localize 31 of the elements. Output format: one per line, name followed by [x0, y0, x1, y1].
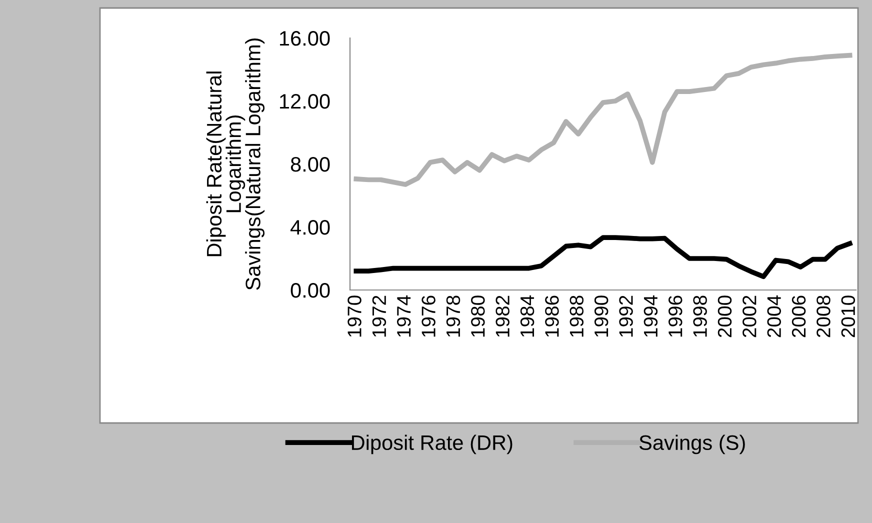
x-tick-label: 1980	[471, 296, 485, 337]
x-tick-label: 1994	[644, 295, 658, 337]
x-tick-label: 1988	[570, 296, 584, 337]
x-tick-label: 1990	[594, 296, 608, 337]
y-tick-label: 0.00	[290, 283, 330, 298]
x-tick-label: 1982	[496, 296, 510, 337]
y-axis-title: Diposit Rate(Natural Logarithm) Savings(Natural Logarithm)	[206, 38, 265, 290]
x-tick-label: 1998	[693, 296, 707, 337]
y-tick-label: 12.00	[280, 94, 330, 109]
x-tick-label: 1992	[619, 296, 633, 337]
x-tick-label: 1996	[668, 296, 682, 337]
x-tick-label: 1986	[545, 296, 559, 337]
line-series	[354, 235, 852, 280]
y-tick-label: 8.00	[290, 157, 330, 172]
x-tick-label: 2008	[816, 296, 830, 338]
x-tick-label: 2000	[718, 296, 732, 338]
x-tick-label: 2010	[841, 296, 856, 338]
x-tick-label: 1974	[396, 295, 411, 337]
x-tick-label: 1970	[348, 296, 362, 337]
x-tick-label: 2004	[767, 295, 781, 338]
x-tick-label: 2006	[792, 296, 806, 338]
legend-label: Savings (S)	[639, 434, 745, 454]
x-tick-label: 1976	[422, 296, 436, 337]
x-tick-label: 2002	[742, 296, 756, 338]
x-tick-label: 1972	[372, 296, 386, 337]
legend-label: Diposit Rate (DR)	[352, 434, 512, 454]
x-tick-label: 1978	[446, 296, 460, 337]
x-tick-label: 1984	[520, 295, 534, 337]
y-tick-label: 16.00	[280, 31, 330, 46]
y-tick-label: 4.00	[290, 220, 330, 235]
line-series	[354, 52, 852, 187]
